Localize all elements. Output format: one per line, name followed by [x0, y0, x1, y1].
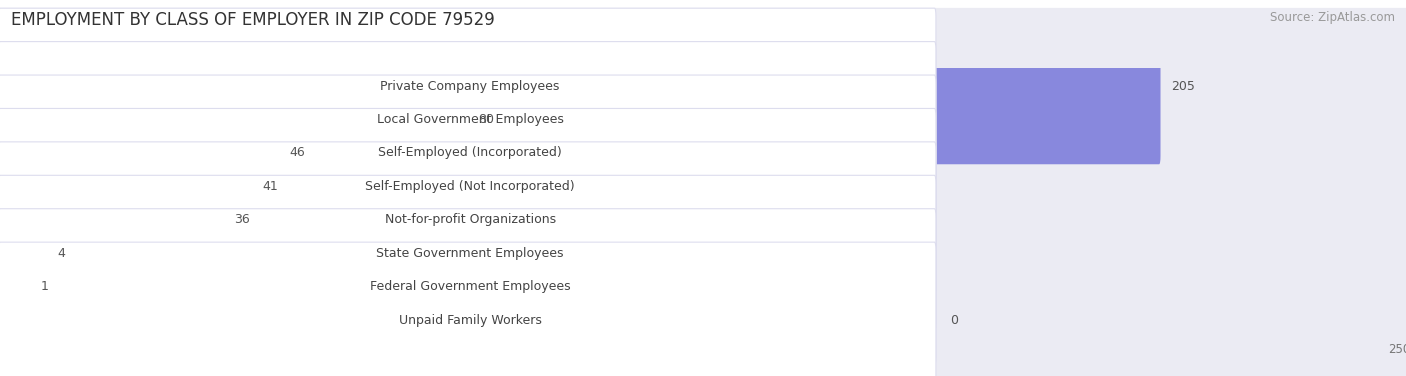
- FancyBboxPatch shape: [0, 41, 1406, 198]
- Text: 46: 46: [290, 146, 305, 159]
- Text: Source: ZipAtlas.com: Source: ZipAtlas.com: [1270, 11, 1395, 24]
- Text: 205: 205: [1171, 80, 1195, 92]
- FancyBboxPatch shape: [0, 108, 1406, 265]
- Text: 1: 1: [41, 280, 48, 293]
- Text: Federal Government Employees: Federal Government Employees: [370, 280, 571, 293]
- FancyBboxPatch shape: [0, 41, 467, 198]
- FancyBboxPatch shape: [0, 142, 936, 298]
- FancyBboxPatch shape: [0, 141, 224, 298]
- Text: Self-Employed (Incorporated): Self-Employed (Incorporated): [378, 146, 562, 159]
- FancyBboxPatch shape: [0, 242, 936, 376]
- Text: Local Government Employees: Local Government Employees: [377, 113, 564, 126]
- FancyBboxPatch shape: [0, 175, 936, 331]
- Text: Private Company Employees: Private Company Employees: [381, 80, 560, 92]
- Text: 4: 4: [56, 247, 65, 260]
- Text: 80: 80: [478, 113, 495, 126]
- FancyBboxPatch shape: [0, 8, 1406, 164]
- FancyBboxPatch shape: [0, 8, 936, 164]
- FancyBboxPatch shape: [0, 8, 1160, 164]
- Text: 0: 0: [950, 314, 957, 326]
- FancyBboxPatch shape: [0, 242, 1406, 376]
- FancyBboxPatch shape: [0, 208, 30, 365]
- FancyBboxPatch shape: [0, 175, 1406, 331]
- Text: Not-for-profit Organizations: Not-for-profit Organizations: [384, 213, 555, 226]
- FancyBboxPatch shape: [0, 75, 936, 231]
- FancyBboxPatch shape: [0, 108, 936, 264]
- FancyBboxPatch shape: [0, 141, 1406, 298]
- Text: 36: 36: [235, 213, 250, 226]
- Text: 41: 41: [262, 180, 278, 193]
- FancyBboxPatch shape: [0, 209, 936, 364]
- FancyBboxPatch shape: [0, 108, 252, 265]
- FancyBboxPatch shape: [0, 75, 1406, 231]
- FancyBboxPatch shape: [0, 75, 278, 231]
- FancyBboxPatch shape: [0, 208, 1406, 365]
- FancyBboxPatch shape: [0, 42, 936, 197]
- Text: Unpaid Family Workers: Unpaid Family Workers: [399, 314, 541, 326]
- FancyBboxPatch shape: [0, 175, 46, 331]
- Text: State Government Employees: State Government Employees: [377, 247, 564, 260]
- Text: Self-Employed (Not Incorporated): Self-Employed (Not Incorporated): [366, 180, 575, 193]
- Text: EMPLOYMENT BY CLASS OF EMPLOYER IN ZIP CODE 79529: EMPLOYMENT BY CLASS OF EMPLOYER IN ZIP C…: [11, 11, 495, 29]
